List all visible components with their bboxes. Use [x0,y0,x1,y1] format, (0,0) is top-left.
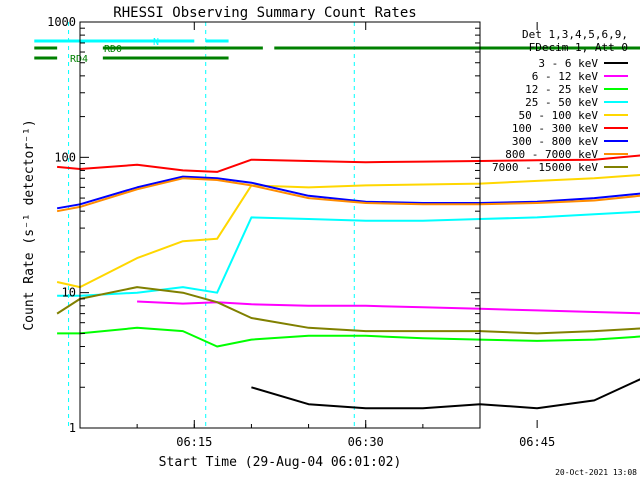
legend-label-2: 12 - 25 keV [525,83,598,96]
flag-bars: N RD0 RD4 [34,37,640,65]
legend-label-6: 300 - 800 keV [512,135,598,148]
y-tick-label-2: 100 [54,150,76,164]
x-tick-label-2: 06:45 [519,435,555,449]
legend-header-0: Det 1,3,4,5,6,9, [522,28,628,41]
legend-label-3: 25 - 50 keV [525,96,598,109]
y-axis-label: Count Rate (s⁻¹ detector⁻¹) [22,119,37,330]
plot-frame [79,21,481,429]
flag-label-n: N [153,37,159,48]
y-tick-label-1: 10 [62,286,76,300]
y-tick-label-0: 1 [69,421,76,435]
x-tick-label-0: 06:15 [176,435,212,449]
marker-lines [68,22,355,428]
chart-title: RHESSI Observing Summary Count Rates [113,5,416,21]
series-line-8 [56,286,640,335]
series-line-4 [56,174,640,289]
legend-label-4: 50 - 100 keV [519,109,599,122]
timestamp: 20-Oct-2021 13:08 [555,468,637,477]
series-line-6 [56,175,640,210]
plot-area: N RD0 RD4 [34,21,640,429]
series-line-5 [57,154,640,173]
legend-label-1: 6 - 12 keV [532,70,599,83]
flag-label-rd0: RD0 [104,44,122,55]
series-line-7 [56,177,640,213]
series-line-2 [57,326,640,348]
flag-label-rd4: RD4 [70,54,88,65]
series-line-0 [251,378,640,410]
legend-header-1: FDecim 1, Att 0 [529,41,628,54]
x-axis-label: Start Time (29-Aug-04 06:01:02) [159,455,402,470]
legend-label-0: 3 - 6 keV [538,57,598,70]
legend-label-8: 7000 - 15000 keV [492,161,598,174]
y-tick-label-3: 1000 [47,15,76,29]
legend: Det 1,3,4,5,6,9,FDecim 1, Att 0 3 - 6 keV… [492,28,628,174]
series-line-1 [137,300,640,315]
series-layer [56,154,640,410]
x-tick-label-1: 06:30 [348,435,384,449]
series-line-3 [57,210,640,297]
legend-label-5: 100 - 300 keV [512,122,598,135]
legend-label-7: 800 - 7000 keV [505,148,598,161]
